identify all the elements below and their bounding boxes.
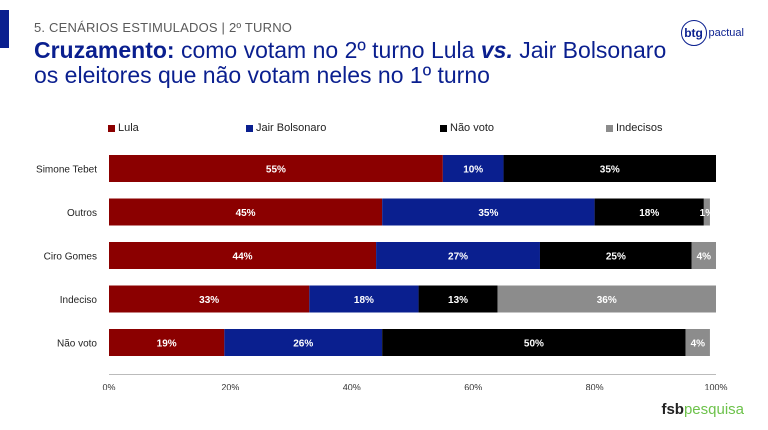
x-tick-label: 40% [343,383,361,391]
data-label: 25% [606,252,626,263]
legend-label: Não voto [450,122,495,134]
data-label: 1% [700,208,715,219]
title-vs: vs. [480,37,513,63]
bar-segment [594,198,704,226]
bar-segment [497,285,716,313]
stacked-bar-chart: Simone Tebet 55% 10% 35% Outros 45% 35% 18% 1% Ci… [36,155,728,391]
data-label: 44% [233,252,253,263]
title-part2: Jair Bolsonaro os eleitores que não vota… [34,37,667,88]
data-label: 33% [199,295,219,306]
data-label: 35% [600,165,620,176]
bar-segment [539,242,692,269]
legend-item: Jair Bolsonaro [246,122,326,134]
data-label: 36% [597,295,617,306]
data-label: 18% [639,208,659,219]
data-label: 18% [354,295,374,306]
x-tick-label: 20% [221,383,239,391]
data-label: 10% [463,165,483,176]
data-label: 55% [266,165,286,176]
page-title: Cruzamento: como votam no 2º turno Lula … [34,38,674,88]
x-tick-label: 80% [586,383,604,391]
btg-pactual-logo: btg pactual [680,20,744,46]
logo-text: pactual [708,27,744,39]
bar-segment [109,285,310,313]
bar-segment [109,198,383,226]
legend-label: Jair Bolsonaro [256,122,327,134]
data-label: 35% [478,208,498,219]
footer-brand-sub: pesquisa [683,401,744,418]
data-label: 50% [524,339,544,350]
data-label: 27% [448,252,468,263]
legend-item: Lula [108,122,139,134]
bar-segment [376,242,540,269]
section-label: 5. CENÁRIOS ESTIMULADOS | 2º TURNO [34,20,293,35]
data-label: 13% [448,295,468,306]
data-label: 19% [157,339,177,350]
title-bold: Cruzamento: [34,37,175,63]
category-label: Não voto [57,339,97,350]
x-tick-label: 60% [464,383,482,391]
bar-segment [703,198,710,226]
legend-swatch [440,124,447,132]
footer-brand: fsb [661,401,684,418]
title-part1: como votam no 2º turno Lula [174,37,481,63]
data-label: 4% [697,252,712,263]
legend-swatch [606,124,613,132]
bar-segment [109,155,443,182]
bar-segment [109,329,225,356]
chart-legend: Lula Jair Bolsonaro Não voto Indecisos [0,122,768,136]
bar-segment [309,285,419,313]
data-label: 45% [236,208,256,219]
bar-segment [685,329,710,356]
bar-segment [224,329,383,356]
legend-swatch [246,124,253,132]
category-label: Outros [67,208,97,219]
legend-swatch [108,124,115,132]
x-tick-label: 100% [704,383,727,391]
data-label: 4% [691,339,706,350]
bar-segment [109,242,377,269]
logo-mark: btg [680,20,707,46]
category-label: Indeciso [60,295,98,306]
category-label: Simone Tebet [36,165,97,176]
bar-segment [382,329,686,356]
legend-label: Indecisos [616,122,663,134]
bar-segment [691,242,716,269]
bar-segment [442,155,504,182]
accent-bar [0,10,9,48]
category-label: Ciro Gomes [44,252,97,263]
legend-item: Não voto [440,122,494,134]
legend-item: Indecisos [606,122,662,134]
data-label: 26% [293,339,313,350]
legend-label: Lula [118,122,139,134]
bar-segment [382,198,595,226]
fsb-pesquisa-logo: fsbpesquisa [661,401,744,418]
bar-segment [418,285,498,313]
bar-segment [503,155,716,182]
x-tick-label: 0% [102,383,115,391]
